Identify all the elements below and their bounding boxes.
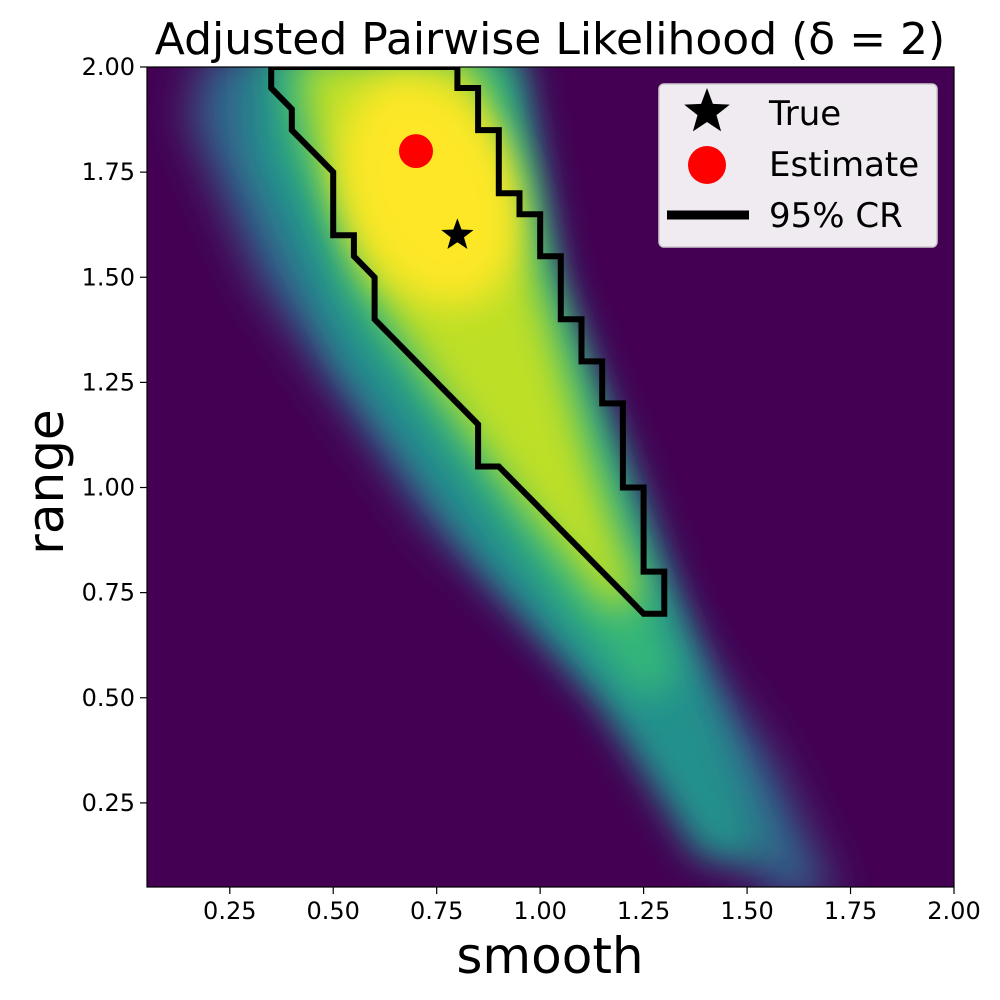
legend-estimate-circle-icon — [688, 146, 726, 184]
y-tick-label: 1.00 — [82, 474, 135, 502]
estimate-marker — [399, 134, 433, 169]
x-tick-label: 0.50 — [307, 897, 360, 925]
x-tick-label: 1.00 — [513, 897, 566, 925]
y-tick-label: 1.50 — [82, 263, 135, 291]
x-tick-label: 1.75 — [824, 897, 877, 925]
legend-cr-label: 95% CR — [769, 196, 903, 236]
y-axis-ticks: 0.25 0.50 0.75 1.00 1.25 1.50 1.75 2.00 — [82, 53, 147, 817]
plot-frame — [146, 66, 955, 888]
x-tick-label: 2.00 — [927, 897, 980, 925]
x-tick-label: 1.25 — [617, 897, 670, 925]
x-axis-ticks: 0.25 0.50 0.75 1.00 1.25 1.50 1.75 2.00 — [203, 887, 981, 925]
x-tick-label: 0.75 — [410, 897, 463, 925]
x-tick-label: 1.50 — [720, 897, 773, 925]
y-tick-label: 0.50 — [82, 684, 135, 712]
credible-region-outline — [268, 67, 668, 617]
y-tick-label: 2.00 — [82, 53, 135, 81]
y-tick-label: 0.75 — [82, 579, 135, 607]
legend-true-label: True — [768, 94, 841, 134]
chart-title: Adjusted Pairwise Likelihood (δ = 2) — [155, 14, 945, 65]
y-tick-label: 1.25 — [82, 368, 135, 396]
true-star-marker — [441, 218, 474, 249]
x-tick-label: 0.25 — [203, 897, 256, 925]
x-axis-label: smooth — [456, 927, 643, 985]
legend-estimate-label: Estimate — [769, 145, 919, 185]
legend-true-star-icon — [684, 88, 730, 132]
legend-box — [658, 83, 938, 248]
y-axis-label: range — [17, 409, 75, 554]
y-tick-label: 0.25 — [82, 789, 135, 817]
legend: True Estimate 95% CR — [658, 83, 938, 248]
y-tick-label: 1.75 — [82, 158, 135, 186]
